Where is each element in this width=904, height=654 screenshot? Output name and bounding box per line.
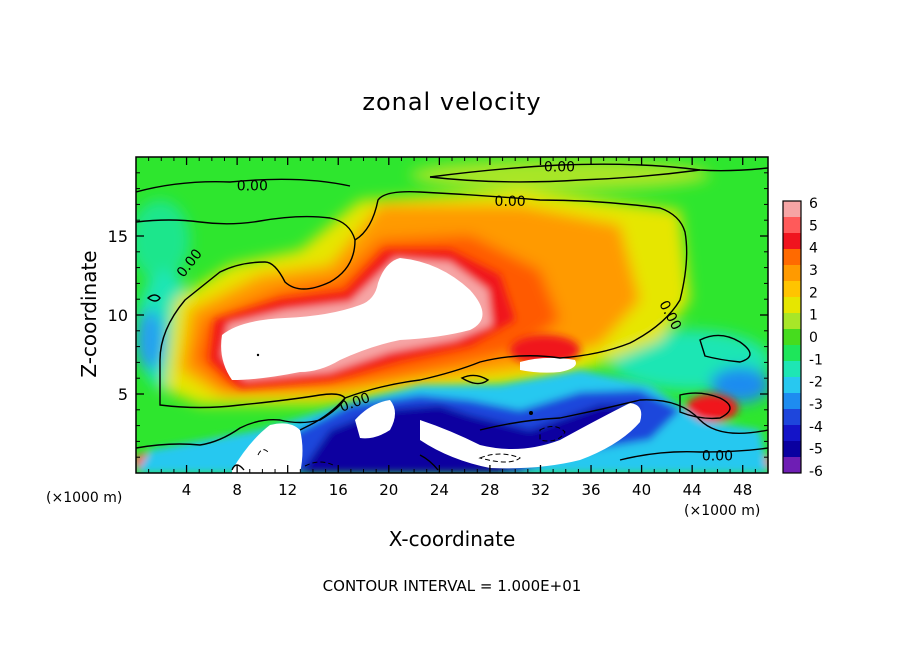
x-axis-label: X-coordinate bbox=[388, 527, 516, 551]
x-tick-label: 16 bbox=[329, 481, 348, 499]
colorbar-segment bbox=[783, 217, 801, 234]
region-blue-right bbox=[710, 367, 768, 403]
y-tick-label: 10 bbox=[108, 306, 128, 325]
contour-negative-1 bbox=[539, 426, 566, 442]
colorbar-segment bbox=[783, 265, 801, 282]
colorbar-segment bbox=[783, 425, 801, 442]
contour-negative-2 bbox=[478, 453, 521, 463]
colorbar-tick-label: 0 bbox=[809, 330, 818, 346]
region-white-negative-mid bbox=[355, 400, 395, 439]
contour-zero-bottom-right bbox=[479, 399, 768, 435]
colorbar-tick-label: 2 bbox=[809, 285, 818, 301]
colorbar-segment bbox=[783, 377, 801, 394]
x-tick-label: 40 bbox=[632, 481, 651, 499]
contour-zero-small-1 bbox=[146, 294, 161, 302]
y-axis: 5 10 15 bbox=[108, 172, 768, 458]
x-axis: 4 8 12 16 20 24 28 32 36 40 44 48 bbox=[148, 157, 756, 499]
colorbar-segment bbox=[783, 345, 801, 362]
y-axis-label: Z-coordinate bbox=[77, 250, 101, 378]
contour-zero-small-2 bbox=[460, 374, 490, 385]
contour-zero-small-4 bbox=[419, 454, 439, 471]
colorbar-tick-label: 6 bbox=[809, 196, 818, 212]
colorbar-segment bbox=[783, 201, 801, 218]
colorbar-frame bbox=[782, 200, 802, 474]
contour-zero-top-left bbox=[136, 178, 351, 193]
y-tick-label: 5 bbox=[118, 385, 128, 404]
colorbar-segment bbox=[783, 361, 801, 378]
colorbar-tick-label: 1 bbox=[809, 308, 818, 324]
colorbar-tick-label: -4 bbox=[809, 419, 823, 435]
x-tick-label: 28 bbox=[480, 481, 499, 499]
colorbar-segment bbox=[783, 329, 801, 346]
contour-negative-4 bbox=[257, 449, 269, 456]
y-tick-label: 15 bbox=[108, 227, 128, 246]
region-white-positive-blob bbox=[520, 357, 576, 373]
colorbar-segment bbox=[783, 281, 801, 298]
contour-zero-right bbox=[699, 334, 751, 363]
contour-zero-top-right bbox=[429, 163, 768, 178]
colorbar-segment bbox=[783, 249, 801, 266]
x-tick-label: 12 bbox=[278, 481, 297, 499]
contour-interval-note: CONTOUR INTERVAL = 1.000E+01 bbox=[322, 577, 582, 595]
contour-zero-bottom-right2 bbox=[619, 447, 768, 461]
colorbar-segment bbox=[783, 457, 801, 474]
region-white-negative-left bbox=[232, 423, 303, 473]
x-tick-label: 36 bbox=[581, 481, 600, 499]
colorbar-segment bbox=[783, 313, 801, 330]
colorbar-tick-label: -1 bbox=[809, 352, 823, 368]
colorbar: 6 5 4 3 2 1 0 -1 -2 -3 -4 -5 -6 bbox=[782, 196, 823, 480]
colorbar-segment bbox=[783, 393, 801, 410]
contour-zero-top-strip bbox=[429, 169, 701, 183]
region-blue-left bbox=[136, 310, 164, 370]
colorbar-tick-label: -6 bbox=[809, 464, 823, 480]
region-white-negative-main bbox=[420, 403, 642, 469]
contour-label: 0.00 bbox=[702, 449, 733, 465]
chart-title: zonal velocity bbox=[362, 88, 542, 116]
x-tick-label: 8 bbox=[232, 481, 242, 499]
colorbar-tick-label: -3 bbox=[809, 397, 823, 413]
colorbar-tick-label: -2 bbox=[809, 375, 823, 391]
heatmap-field: 0.000.000.000.000.000.000.00 bbox=[136, 157, 768, 473]
x-tick-label: 24 bbox=[430, 481, 449, 499]
contour-zero-main bbox=[136, 190, 688, 431]
contour-label: 0.00 bbox=[495, 194, 526, 210]
x-unit-right: (×1000 m) bbox=[684, 503, 761, 519]
region-white-positive-core bbox=[221, 258, 483, 380]
contour-zero-bottom bbox=[136, 397, 346, 449]
colorbar-tick-label: 5 bbox=[809, 218, 818, 234]
colorbar-segment bbox=[783, 233, 801, 250]
x-tick-label: 4 bbox=[182, 481, 192, 499]
x-tick-label: 20 bbox=[379, 481, 398, 499]
colorbar-tick-label: -5 bbox=[809, 442, 823, 458]
x-unit-left: (×1000 m) bbox=[46, 490, 123, 506]
colorbar-segment bbox=[783, 297, 801, 314]
contour-negative-3 bbox=[304, 461, 336, 467]
colorbar-segment bbox=[783, 409, 801, 426]
x-tick-label: 44 bbox=[683, 481, 702, 499]
contour-label: 0.00 bbox=[544, 159, 575, 175]
region-greenyellow-top bbox=[410, 159, 710, 191]
x-tick-label: 48 bbox=[733, 481, 752, 499]
colorbar-tick-label: 3 bbox=[809, 263, 818, 279]
contour-label: 0.00 bbox=[237, 178, 268, 194]
contour-point-2 bbox=[256, 353, 260, 357]
x-tick-label: 32 bbox=[531, 481, 550, 499]
colorbar-tick-label: 4 bbox=[809, 241, 818, 257]
colorbar-segment bbox=[783, 441, 801, 458]
contour-point bbox=[529, 411, 533, 415]
